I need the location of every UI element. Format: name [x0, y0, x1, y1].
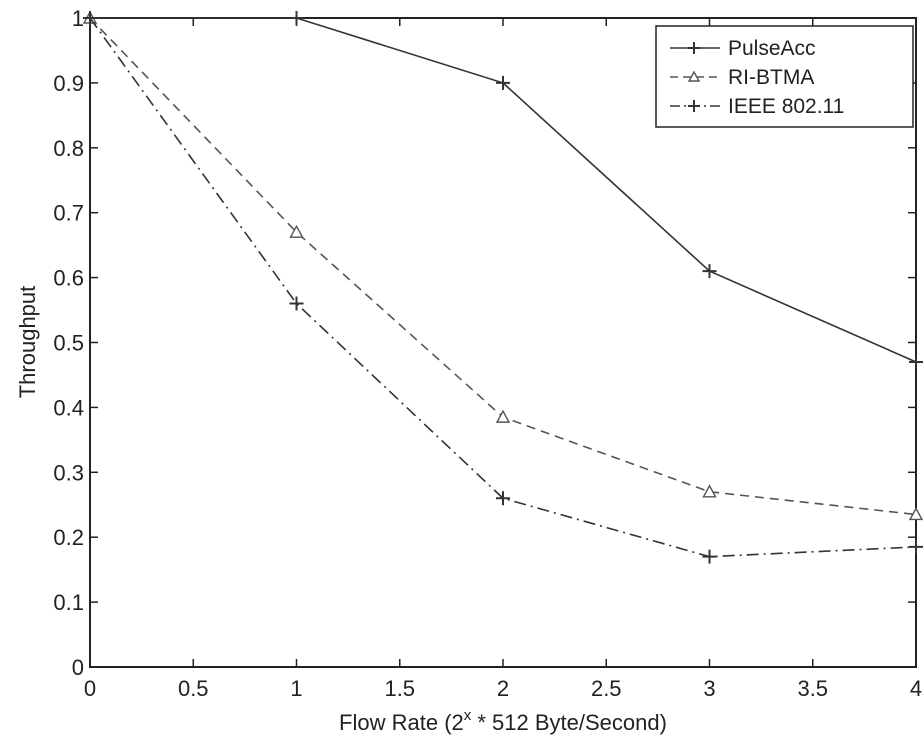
y-tick-label: 0.6	[53, 266, 84, 291]
x-axis-title-superscript: x	[464, 707, 472, 724]
legend: PulseAcc RI-BTMA IEEE 802.11	[655, 25, 914, 128]
data-point-ieee-802-11	[83, 11, 97, 25]
legend-label-ri-btma: RI-BTMA	[728, 66, 814, 89]
x-tick-label: 4	[910, 676, 922, 701]
data-point-ieee-802-11	[496, 491, 510, 506]
y-tick-label: 1	[72, 6, 84, 31]
y-tick-label: 0.8	[53, 136, 84, 161]
legend-label-ieee-80211: IEEE 802.11	[728, 95, 844, 118]
legend-entry-ri-btma: RI-BTMA	[670, 66, 814, 89]
data-point-ri-btma	[908, 507, 923, 521]
y-tick-label: 0.9	[53, 71, 84, 96]
data-point-pulseacc	[702, 264, 717, 279]
legend-label-pulseacc: PulseAcc	[728, 37, 816, 60]
data-point-ieee-802-11	[702, 549, 717, 564]
x-axis-title-rest: * 512 Byte/Second)	[471, 710, 667, 735]
x-tick-label: 1.5	[384, 676, 415, 701]
legend-entry-ieee-80211: IEEE 802.11	[670, 95, 844, 118]
data-point-ri-btma	[289, 224, 304, 238]
x-tick-label: 3.5	[797, 676, 828, 701]
x-axis-title: Flow Rate (2x * 512 Byte/Second)	[339, 707, 667, 735]
legend-marker-pulseacc	[688, 42, 700, 54]
y-tick-label: 0.3	[53, 460, 84, 485]
x-tick-label: 2	[497, 676, 509, 701]
legend-entry-pulseacc: PulseAcc	[670, 37, 816, 60]
data-point-ieee-802-11	[909, 539, 923, 554]
series-layer	[82, 10, 923, 564]
data-point-pulseacc	[909, 354, 923, 369]
axis-ticks: 0 0.5 1 1.5 2 2.5 3 3.5 4 0 0.1 0.2 0.3 0.4 0.5 0.6 0.7 0…	[53, 6, 922, 701]
x-tick-label: 1	[290, 676, 302, 701]
x-tick-label: 3	[703, 676, 715, 701]
series-ieee-802-11	[83, 11, 923, 564]
x-tick-label: 0.5	[178, 676, 209, 701]
y-tick-label: 0	[72, 655, 84, 680]
y-tick-label: 0.4	[53, 395, 84, 420]
x-tick-label: 2.5	[591, 676, 622, 701]
y-tick-label: 0.5	[53, 331, 84, 356]
series-line-ieee-802-11	[89, 17, 917, 558]
y-tick-label: 0.1	[53, 590, 84, 615]
data-point-ri-btma	[702, 484, 717, 498]
x-tick-label: 0	[84, 676, 96, 701]
y-axis-title: Throughput	[15, 286, 40, 399]
x-axis-title-base: Flow Rate (2	[339, 710, 464, 735]
data-point-pulseacc	[289, 11, 304, 25]
data-point-ri-btma	[495, 409, 511, 423]
data-point-pulseacc	[496, 75, 510, 90]
y-tick-label: 0.7	[53, 201, 84, 226]
legend-marker-ri-btma	[687, 70, 701, 82]
data-point-ieee-802-11	[289, 296, 304, 311]
legend-marker-ieee-80211	[688, 100, 700, 112]
y-tick-label: 0.2	[53, 525, 84, 550]
